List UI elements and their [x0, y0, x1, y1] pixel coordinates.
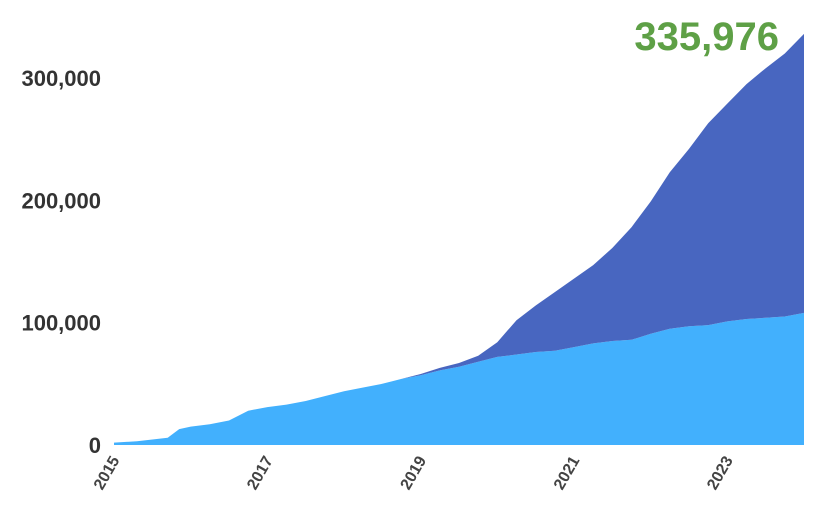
x-axis: 2015 2017 2019 2021 2023: [91, 453, 737, 492]
x-tick-label: 2021: [551, 453, 584, 492]
y-tick-label: 200,000: [21, 188, 101, 213]
x-tick-label: 2019: [398, 453, 431, 492]
y-tick-label: 0: [89, 433, 101, 458]
total-value-label: 335,976: [634, 15, 779, 59]
area-series-group: [114, 33, 804, 445]
area-series-2: [114, 33, 804, 443]
x-tick-label: 2015: [91, 453, 124, 492]
y-axis: 0 100,000 200,000 300,000: [21, 66, 101, 458]
x-tick-label: 2017: [244, 453, 277, 492]
area-series-1: [114, 312, 804, 445]
y-tick-label: 300,000: [21, 66, 101, 91]
x-tick-label: 2023: [704, 453, 737, 492]
y-tick-label: 100,000: [21, 311, 101, 336]
